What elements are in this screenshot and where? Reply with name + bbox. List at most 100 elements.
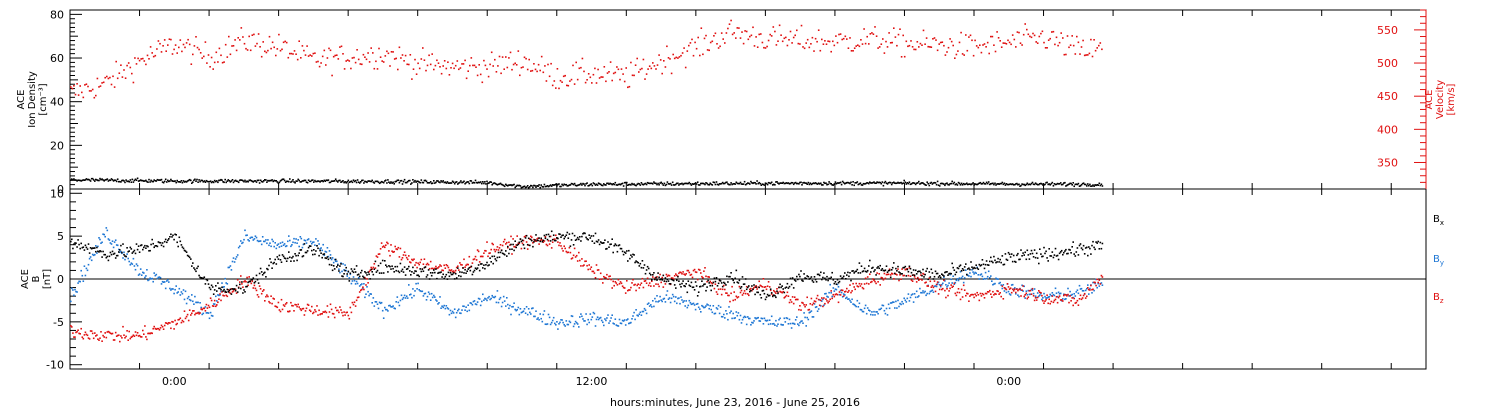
velocity-series-point xyxy=(1038,35,1041,38)
by-series-point xyxy=(548,316,551,319)
bz-series-point xyxy=(800,309,802,311)
density-series-point xyxy=(427,182,430,184)
velocity-series-point xyxy=(390,51,393,53)
bx-series-point xyxy=(436,277,438,280)
by-series-point xyxy=(76,291,78,293)
velocity-series-point xyxy=(573,83,576,85)
bz-series-point xyxy=(489,252,491,254)
bx-series-point xyxy=(1066,252,1068,255)
bx-series-point xyxy=(1068,248,1070,251)
by-series-point xyxy=(299,236,302,238)
by-series-point xyxy=(859,308,862,311)
by-series-point xyxy=(254,235,257,237)
density-series-point xyxy=(355,181,358,184)
bz-series-point xyxy=(944,289,946,292)
bz-series-point xyxy=(995,293,997,295)
by-series-point xyxy=(305,242,308,244)
by-series-point xyxy=(672,295,675,298)
bz-series-point xyxy=(1015,291,1017,294)
velocity-series-point xyxy=(487,75,490,78)
density-series-point xyxy=(1039,183,1041,185)
bx-series-point xyxy=(997,257,999,260)
bz-series-point xyxy=(1096,278,1098,281)
bz-series-point xyxy=(236,279,239,281)
by-series-point xyxy=(689,301,692,304)
bz-series-point xyxy=(600,278,603,280)
velocity-series-point xyxy=(304,54,307,56)
bz-series-point xyxy=(386,241,388,244)
by-series-point xyxy=(1020,289,1022,291)
density-series-point xyxy=(384,180,386,182)
density-series-point xyxy=(85,178,88,180)
velocity-series-point xyxy=(589,76,592,79)
density-series-point xyxy=(806,183,808,185)
velocity-series-point xyxy=(185,42,188,44)
density-series-point xyxy=(650,182,652,185)
density-series-point xyxy=(992,182,994,185)
bz-series-point xyxy=(361,288,363,291)
bx-series-point xyxy=(764,298,767,301)
bx-series-point xyxy=(264,271,266,274)
bx-series-point xyxy=(913,274,916,277)
by-series-point xyxy=(992,283,994,286)
density-series-point xyxy=(479,181,482,183)
bx-series-point xyxy=(161,242,164,244)
velocity-series-point xyxy=(436,59,438,62)
bx-series-point xyxy=(304,251,307,254)
velocity-series-point xyxy=(278,33,280,36)
density-series-point xyxy=(184,180,187,183)
density-tick-label: 60 xyxy=(50,52,64,65)
density-series-point xyxy=(910,183,913,185)
bx-series-point xyxy=(670,278,673,281)
by-series-point xyxy=(227,266,230,269)
bx-series-point xyxy=(354,271,357,273)
bx-series-point xyxy=(690,281,693,284)
bx-series-point xyxy=(1021,255,1023,257)
by-series-point xyxy=(931,289,934,292)
bx-series-point xyxy=(741,276,744,278)
density-series-point xyxy=(96,179,98,181)
velocity-series-point xyxy=(659,59,662,61)
velocity-series-point xyxy=(201,57,203,59)
by-series-point xyxy=(1036,292,1039,294)
bz-series-point xyxy=(1101,276,1104,278)
bx-series-point xyxy=(544,237,547,240)
by-series-point xyxy=(752,322,754,324)
bz-series-point xyxy=(901,268,903,270)
velocity-series-point xyxy=(727,27,729,30)
bz-series-point xyxy=(479,255,482,258)
bz-series-point xyxy=(150,332,152,334)
velocity-series-point xyxy=(949,38,951,40)
bz-series-point xyxy=(596,269,599,271)
bx-series-point xyxy=(900,273,902,275)
by-series-point xyxy=(119,251,121,254)
bz-series-point xyxy=(111,332,114,335)
by-series-point xyxy=(1096,286,1098,289)
bz-series-point xyxy=(1020,295,1022,297)
bx-series-point xyxy=(274,258,276,261)
bx-series-point xyxy=(1014,260,1016,263)
velocity-series-point xyxy=(1065,53,1067,56)
density-series-point xyxy=(1018,183,1020,186)
bx-series-point xyxy=(658,276,660,279)
bx-series-point xyxy=(1011,260,1014,263)
bz-series-point xyxy=(645,282,648,284)
bx-series-point xyxy=(863,267,866,270)
velocity-series-point xyxy=(841,38,843,41)
density-series-point xyxy=(78,179,80,182)
bz-series-point xyxy=(375,255,378,257)
bz-series-point xyxy=(411,258,413,261)
density-series-point xyxy=(136,177,139,180)
by-series-point xyxy=(1044,295,1046,298)
bx-series-point xyxy=(229,288,232,291)
density-series-point xyxy=(221,179,223,181)
bx-series-point xyxy=(502,253,505,255)
bz-series-point xyxy=(910,279,913,281)
bz-series-point xyxy=(549,235,552,238)
by-series-point xyxy=(541,320,544,323)
bx-series-point xyxy=(75,242,77,244)
bx-series-point xyxy=(545,233,548,236)
density-series-point xyxy=(565,183,568,186)
bx-series-point xyxy=(952,266,954,269)
bz-series-point xyxy=(1070,300,1072,302)
